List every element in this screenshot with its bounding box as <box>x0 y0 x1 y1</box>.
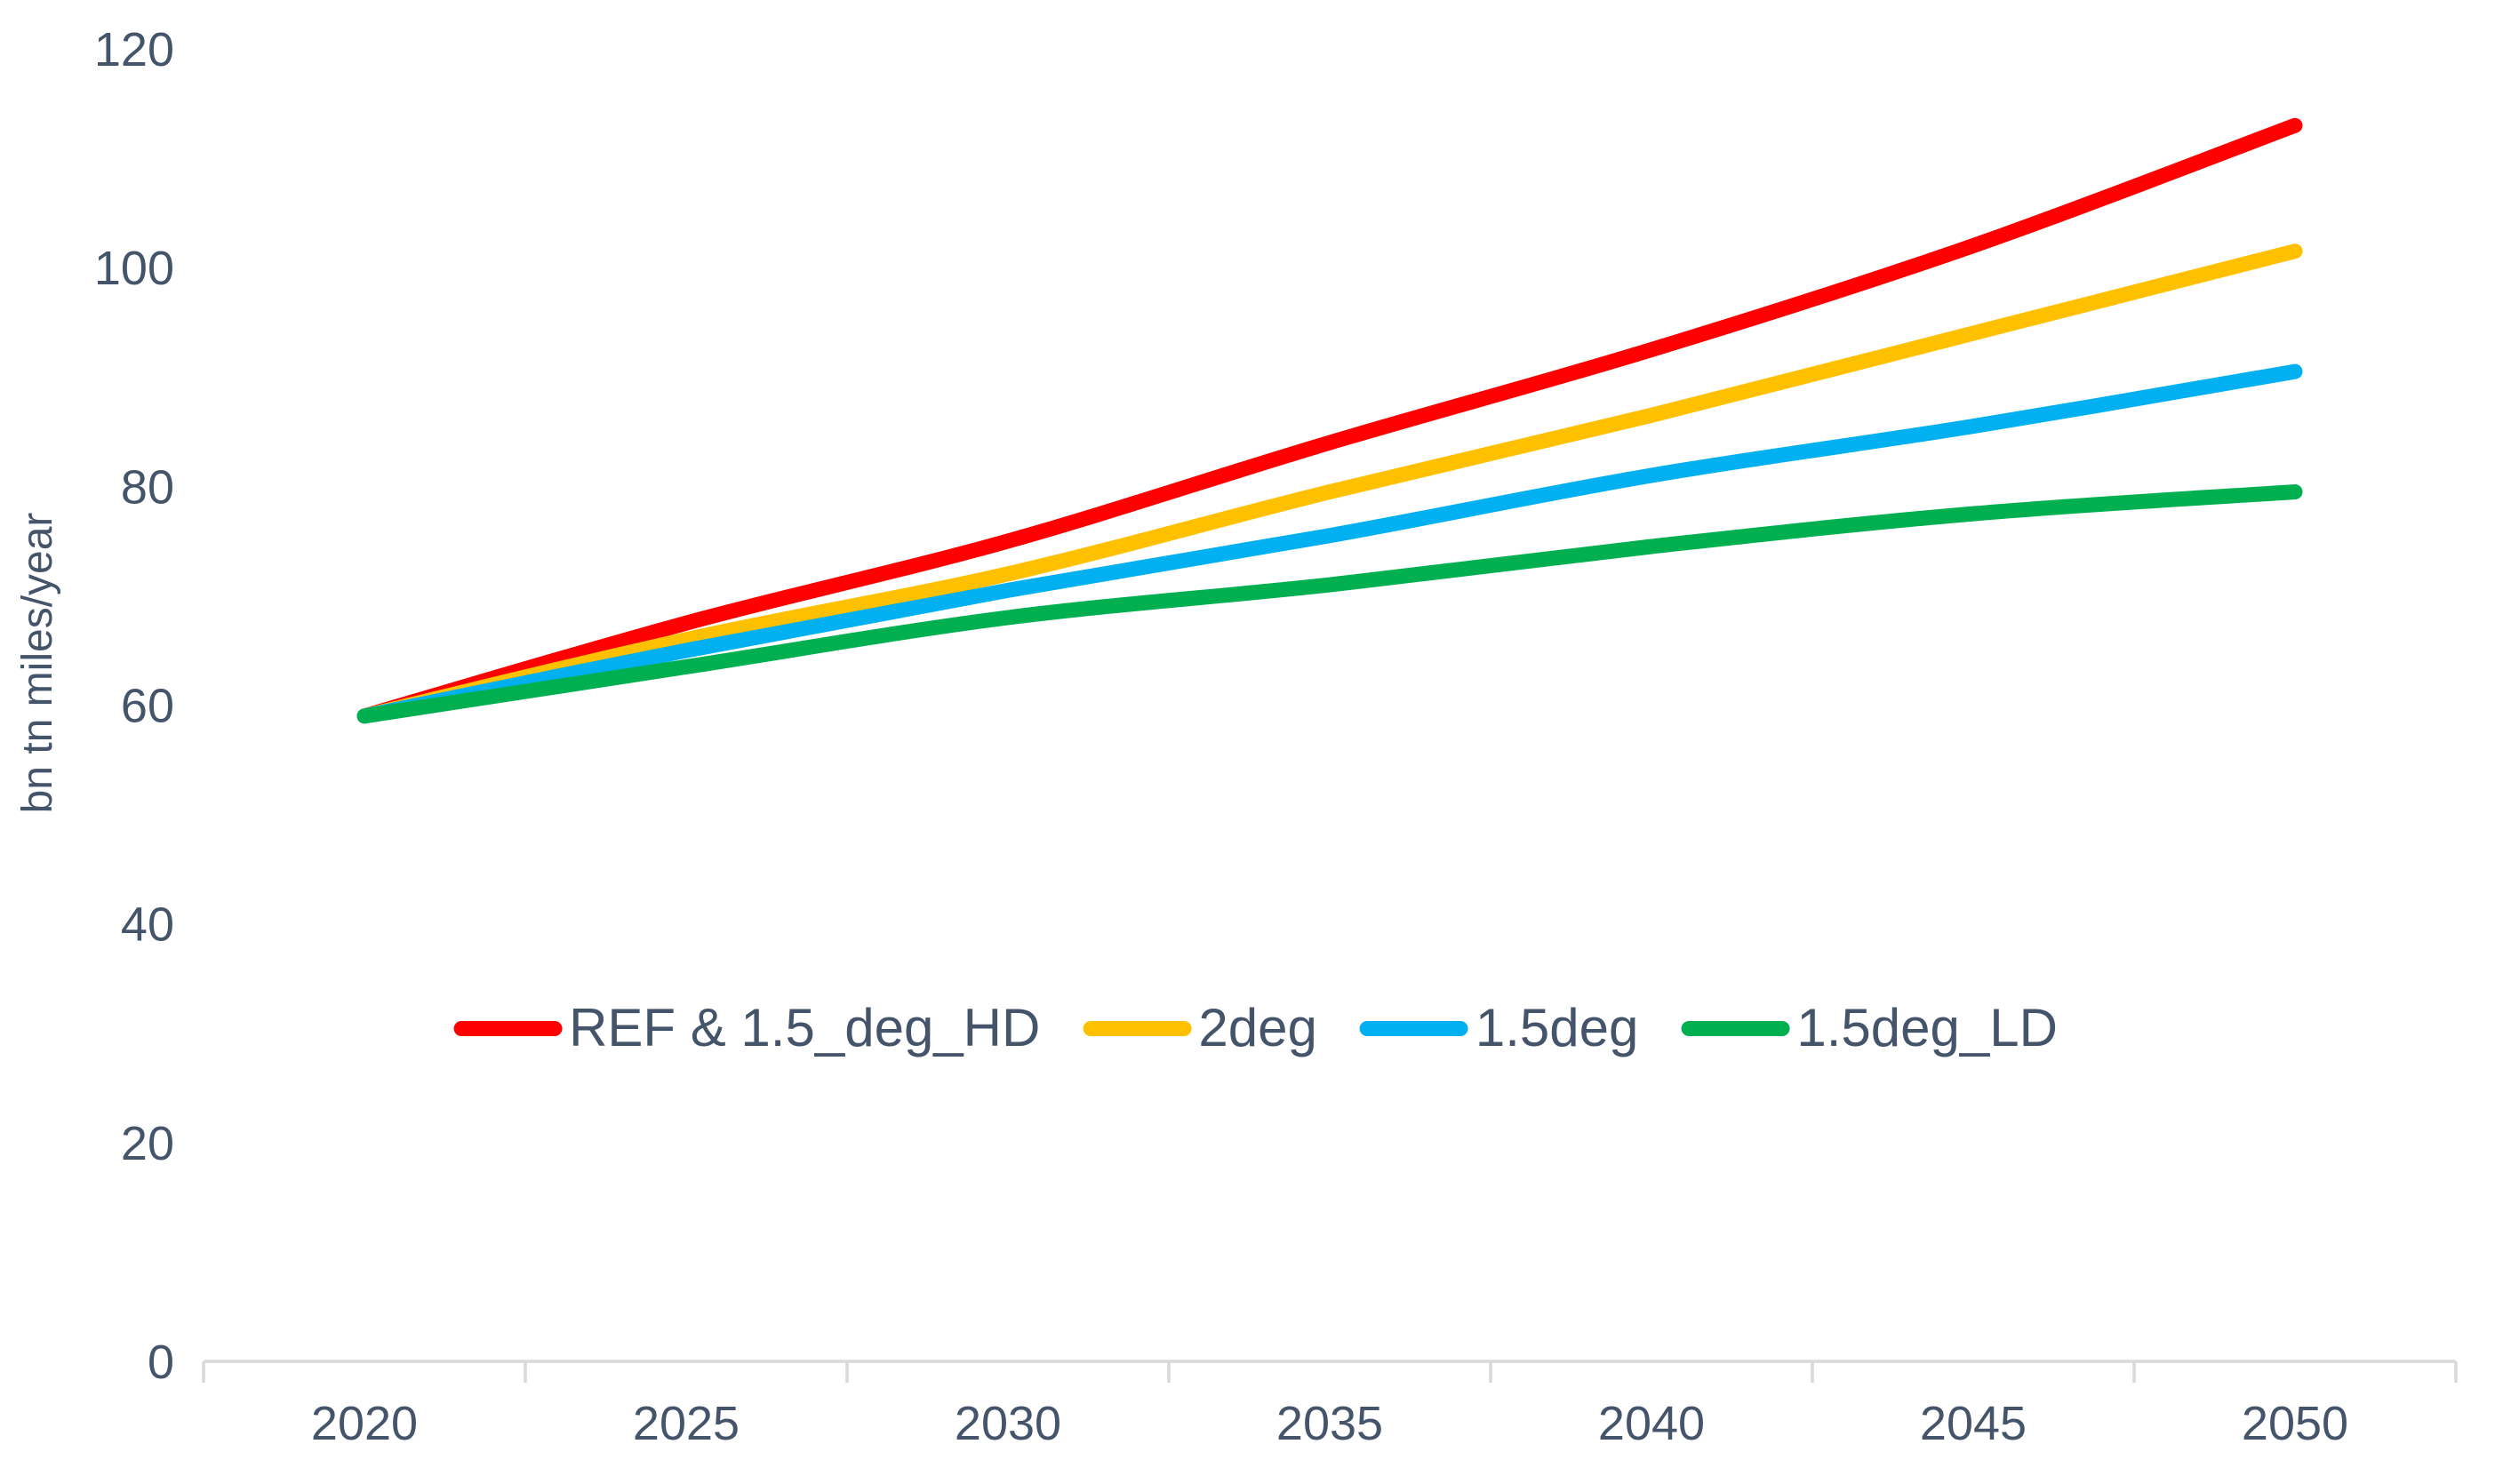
series-line-ref-1-5-deg-hd <box>356 117 2303 724</box>
x-tick-label: 2045 <box>1920 1397 2027 1450</box>
legend-item-2deg: 2deg <box>1083 998 1317 1057</box>
legend-label-1-5deg-ld: 1.5deg_LD <box>1796 998 2058 1057</box>
legend-label-2deg: 2deg <box>1198 998 1317 1057</box>
legend-swatch-1-5deg <box>1359 1020 1468 1036</box>
legend-swatch-1-5deg-ld <box>1681 1020 1790 1036</box>
legend-item-ref-1-5-deg-hd: REF & 1.5_deg_HD <box>453 999 1040 1057</box>
x-tick-label: 2035 <box>1276 1397 1383 1450</box>
legend-swatch-2deg <box>1083 1020 1192 1036</box>
legend-item-1-5deg: 1.5deg <box>1359 998 1639 1057</box>
legend-label-ref-1-5-deg-hd: REF & 1.5_deg_HD <box>569 998 1041 1057</box>
x-tick-label: 2025 <box>633 1397 740 1450</box>
y-tick-label: 20 <box>121 1117 174 1170</box>
y-tick-label: 40 <box>121 898 174 952</box>
series-line-2deg <box>356 243 2303 724</box>
legend-label-1-5deg: 1.5deg <box>1475 998 1639 1057</box>
series-line-1-5deg-ld <box>356 484 2303 724</box>
x-tick-label: 2050 <box>2242 1397 2348 1450</box>
y-tick-label: 0 <box>148 1336 174 1389</box>
x-tick-label: 2020 <box>311 1397 418 1450</box>
y-tick-label: 60 <box>121 680 174 733</box>
y-axis-title: bn tn miles/year <box>14 513 61 814</box>
legend-swatch-ref-1-5-deg-hd <box>453 1020 563 1036</box>
legend: REF & 1.5_deg_HD 2deg 1.5deg 1.5deg_LD <box>453 999 2058 1057</box>
y-tick-label: 100 <box>94 242 174 295</box>
legend-item-1-5deg-ld: 1.5deg_LD <box>1681 999 2058 1057</box>
y-tick-label: 120 <box>94 23 174 76</box>
y-tick-label: 80 <box>121 460 174 514</box>
x-tick-label: 2040 <box>1598 1397 1705 1450</box>
x-tick-label: 2030 <box>955 1397 1061 1450</box>
series-line-1-5deg <box>356 363 2303 724</box>
